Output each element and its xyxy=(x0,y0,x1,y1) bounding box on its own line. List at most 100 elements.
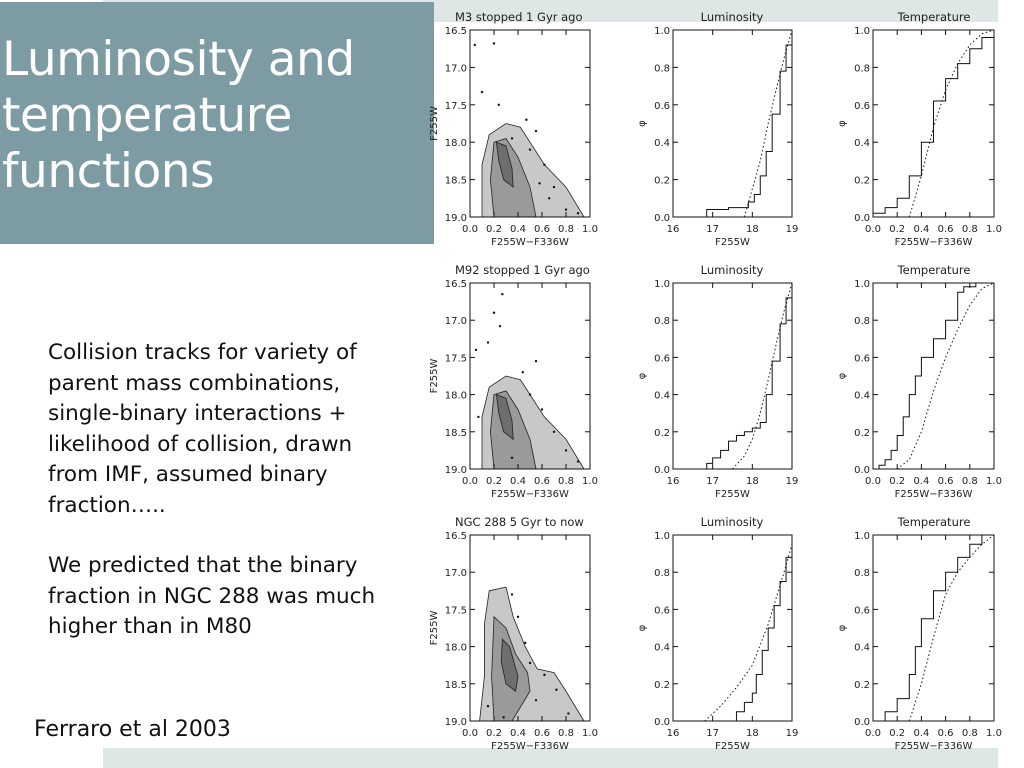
x-tick-label: 0.0 xyxy=(865,728,881,739)
data-point xyxy=(534,359,538,363)
x-tick-label: 0.2 xyxy=(889,476,905,487)
y-axis-label: φ xyxy=(637,372,648,379)
y-axis-label: F255W xyxy=(429,611,440,646)
x-tick-label: 16 xyxy=(667,224,680,235)
density-contour-core xyxy=(495,141,514,188)
data-point xyxy=(486,341,490,344)
data-point xyxy=(474,348,478,352)
x-axis-label: F255W−F336W xyxy=(491,237,569,248)
x-tick-label: 0.8 xyxy=(558,224,574,235)
x-tick-label: 0.0 xyxy=(865,224,881,235)
y-tick-label: 0.8 xyxy=(654,316,670,327)
data-point xyxy=(576,460,580,463)
y-tick-label: 0.6 xyxy=(654,353,670,364)
x-tick-label: 17 xyxy=(706,224,719,235)
data-point xyxy=(492,42,496,45)
paragraph-2: We predicted that the binary fraction in… xyxy=(48,553,376,639)
series-line-solid xyxy=(700,283,793,470)
x-tick-label: 19 xyxy=(786,476,799,487)
panel-title: NGC 288 5 Gyr to now xyxy=(455,515,584,529)
plot-frame xyxy=(672,282,793,470)
title-line-3: functions xyxy=(2,144,214,199)
x-tick-label: 1.0 xyxy=(582,476,598,487)
data-point xyxy=(538,182,541,185)
panel-cdf-1-2: Temperature 0.0 0.2 0.4 0.6 0.8 1.0 0.0 0.2 0.4 0.… xyxy=(837,263,1002,500)
y-axis-label: F255W xyxy=(429,106,440,141)
x-tick-label: 0.6 xyxy=(938,476,954,487)
data-point xyxy=(510,137,514,140)
series-line-dotted xyxy=(896,282,995,470)
x-axis-label: F255W−F336W xyxy=(895,741,973,752)
data-point xyxy=(477,415,480,419)
data-point xyxy=(543,163,546,166)
x-tick-label: 0.0 xyxy=(462,476,478,487)
y-tick-label: 17.5 xyxy=(445,605,467,616)
panel-title: Temperature xyxy=(897,263,971,277)
x-axis-label: F255W xyxy=(715,489,750,500)
series-line-dotted xyxy=(908,534,995,722)
slide-title: Luminosity and temperature functions xyxy=(2,32,432,200)
x-tick-label: 1.0 xyxy=(582,728,598,739)
x-tick-label: 0.4 xyxy=(913,476,929,487)
y-tick-label: 18.0 xyxy=(445,643,467,654)
x-tick-label: 19 xyxy=(786,224,799,235)
y-tick-label: 0.6 xyxy=(854,605,870,616)
y-tick-label: 0.8 xyxy=(854,568,870,579)
y-tick-label: 16.5 xyxy=(445,26,467,37)
data-point xyxy=(498,324,502,328)
title-box: Luminosity and temperature functions xyxy=(0,2,434,244)
series-line-solid xyxy=(873,535,983,722)
y-tick-label: 18.5 xyxy=(445,176,467,187)
title-line-1: Luminosity and xyxy=(2,32,355,87)
data-point xyxy=(473,43,476,47)
citation: Ferraro et al 2003 xyxy=(34,717,231,742)
y-tick-label: 0.0 xyxy=(854,465,870,476)
panel-cmd-2-0: NGC 288 5 Gyr to now 16.5 17.0 17.5 18.0 18.5… xyxy=(429,515,598,752)
y-tick-label: 1.0 xyxy=(854,279,870,290)
x-tick-label: 1.0 xyxy=(986,224,1002,235)
data-point xyxy=(576,212,580,215)
data-point xyxy=(528,661,532,665)
y-tick-label: 17.5 xyxy=(445,353,467,364)
x-tick-label: 0.8 xyxy=(962,476,978,487)
data-point xyxy=(534,129,538,133)
plot-frame xyxy=(872,282,995,470)
x-tick-label: 0.2 xyxy=(486,728,502,739)
y-tick-label: 0.4 xyxy=(654,138,670,149)
x-tick-label: 19 xyxy=(786,728,799,739)
x-tick-label: 1.0 xyxy=(986,476,1002,487)
x-tick-label: 0.2 xyxy=(889,728,905,739)
y-tick-label: 17.5 xyxy=(445,101,467,112)
y-axis-label: φ xyxy=(837,120,848,127)
panel-cdf-0-2: Temperature 0.0 0.2 0.4 0.6 0.8 1.0 0.0 0.2 0.4 0.… xyxy=(837,10,1002,248)
x-axis-label: F255W xyxy=(715,741,750,752)
y-tick-label: 0.8 xyxy=(854,63,870,74)
x-tick-label: 17 xyxy=(706,476,719,487)
x-tick-label: 0.8 xyxy=(962,224,978,235)
x-tick-label: 0.2 xyxy=(486,476,502,487)
y-tick-label: 1.0 xyxy=(654,26,670,37)
y-axis-label: φ xyxy=(837,372,848,379)
y-tick-label: 17.0 xyxy=(445,568,467,579)
paragraph-1: Collision tracks for variety of parent m… xyxy=(48,340,357,518)
y-axis-label: φ xyxy=(637,120,648,127)
y-axis-label: φ xyxy=(837,624,848,631)
data-point xyxy=(548,197,551,200)
y-tick-label: 1.0 xyxy=(854,531,870,542)
y-tick-label: 0.4 xyxy=(854,643,870,654)
y-tick-label: 19.0 xyxy=(445,213,467,224)
x-axis-label: F255W xyxy=(715,237,750,248)
x-tick-label: 0.6 xyxy=(938,728,954,739)
y-tick-label: 16.5 xyxy=(445,279,467,290)
y-tick-label: 18.0 xyxy=(445,138,467,149)
body-text: Collision tracks for variety of parent m… xyxy=(48,338,408,673)
x-tick-label: 0.4 xyxy=(510,728,526,739)
x-axis-label: F255W−F336W xyxy=(491,741,569,752)
y-tick-label: 0.6 xyxy=(854,101,870,112)
data-point xyxy=(564,449,568,452)
plot-frame xyxy=(469,282,591,470)
y-tick-label: 1.0 xyxy=(654,531,670,542)
y-tick-label: 0.8 xyxy=(654,63,670,74)
panel-title: Luminosity xyxy=(701,515,764,529)
